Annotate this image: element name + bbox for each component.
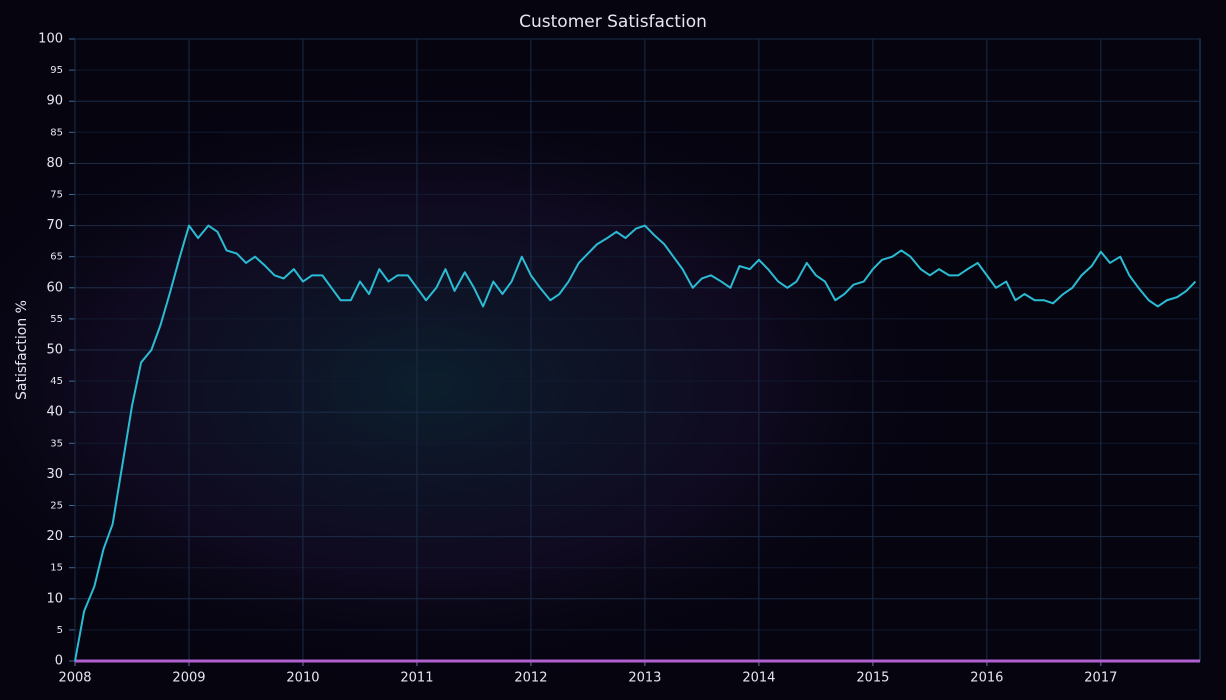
- x-tick-label: 2012: [514, 671, 547, 686]
- y-tick-label: 85: [50, 127, 63, 138]
- y-tick-label: 15: [50, 563, 63, 574]
- x-tick-label: 2011: [400, 671, 433, 686]
- x-tick-label: 2013: [628, 671, 661, 686]
- x-tick-label: 2014: [742, 671, 775, 686]
- y-tick-label: 5: [57, 625, 63, 636]
- y-axis-label: Satisfaction %: [14, 300, 30, 400]
- y-tick-label: 55: [50, 314, 63, 325]
- y-tick-label: 0: [55, 654, 63, 669]
- chart-title: Customer Satisfaction: [519, 12, 707, 32]
- x-tick-label: 2008: [58, 671, 91, 686]
- y-tick-label: 65: [50, 252, 63, 263]
- y-tick-label: 60: [46, 280, 63, 295]
- y-tick-label: 10: [46, 591, 63, 606]
- x-tick-label: 2010: [286, 671, 319, 686]
- data-line: [74, 224, 1197, 662]
- x-tick-label: 2017: [1084, 671, 1117, 686]
- y-tick-label: 90: [46, 94, 63, 109]
- x-tick-label: 2009: [172, 671, 205, 686]
- y-tick-label: 80: [46, 156, 63, 171]
- y-tick-label: 75: [50, 190, 63, 201]
- y-tick-label: 20: [46, 529, 63, 544]
- y-tick-label: 100: [38, 32, 63, 47]
- y-tick-label: 70: [46, 218, 63, 233]
- y-tick-label: 45: [50, 376, 63, 387]
- y-tick-label: 30: [46, 467, 63, 482]
- x-tick-label: 2015: [856, 671, 889, 686]
- y-tick-label: 50: [46, 343, 63, 358]
- y-tick-label: 40: [46, 405, 63, 420]
- y-tick-label: 95: [50, 65, 63, 76]
- y-tick-label: 25: [50, 501, 63, 512]
- y-tick-label: 35: [50, 438, 63, 449]
- x-tick-label: 2016: [970, 671, 1003, 686]
